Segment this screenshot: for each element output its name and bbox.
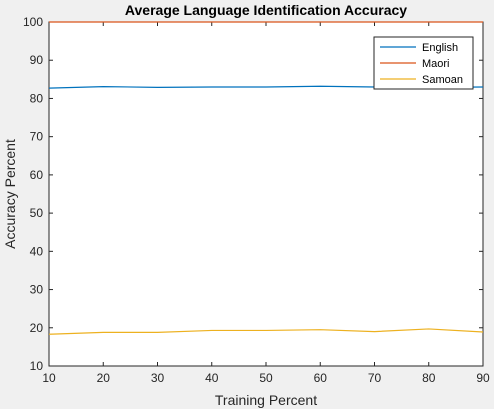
y-tick-label: 80 — [30, 91, 44, 105]
y-tick-label: 10 — [30, 359, 44, 373]
x-tick-label: 60 — [314, 371, 328, 385]
x-tick-label: 70 — [368, 371, 382, 385]
legend-label: Samoan — [422, 74, 463, 86]
legend: English Maori Samoan — [373, 36, 474, 90]
y-tick-label: 20 — [30, 321, 44, 335]
legend-label: English — [422, 42, 458, 54]
y-tick-label: 70 — [30, 130, 44, 144]
x-axis-label: Training Percent — [215, 392, 317, 408]
axis-ticks: 10 20 30 40 50 60 70 80 90 10 20 30 40 50 60 70 80 90 100 — [23, 15, 490, 385]
y-tick-label: 90 — [30, 53, 44, 67]
y-axis-label: Accuracy Percent — [2, 139, 18, 249]
x-tick-label: 30 — [151, 371, 165, 385]
y-tick-label: 60 — [30, 168, 44, 182]
chart-title: Average Language Identification Accuracy — [125, 2, 407, 18]
y-tick-label: 40 — [30, 244, 44, 258]
x-tick-label: 10 — [42, 371, 56, 385]
series-line-samoan — [48, 328, 484, 335]
legend-label: Maori — [422, 58, 450, 70]
x-tick-label: 80 — [422, 371, 436, 385]
x-tick-label: 90 — [476, 371, 490, 385]
y-tick-label: 100 — [23, 15, 43, 29]
y-tick-label: 30 — [30, 283, 44, 297]
y-tick-label: 50 — [30, 206, 44, 220]
x-tick-label: 20 — [97, 371, 111, 385]
x-tick-label: 40 — [205, 371, 219, 385]
legend-box — [373, 36, 474, 90]
x-tick-label: 50 — [259, 371, 273, 385]
